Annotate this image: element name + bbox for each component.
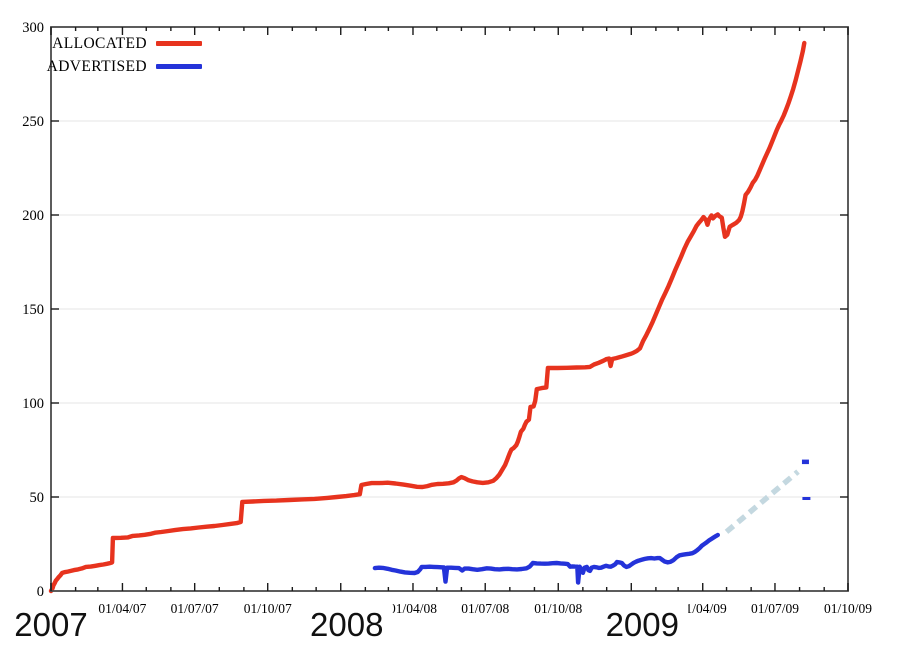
legend-item-allocated: ALLOCATED: [0, 32, 202, 55]
x-axis-label: 01/07/07: [171, 601, 219, 616]
y-axis-labels: 0 50 100 150 200 250 300: [22, 20, 44, 600]
series-lines: [48, 40, 807, 594]
allocated-line: [48, 40, 807, 594]
x-axis-labels: 01/04/07 01/07/07 01/10/07 01/04/08 01/07/08…: [98, 601, 872, 616]
legend-label-advertised: ADVERTISED: [46, 57, 147, 75]
x-axis-label: 01/10/09: [824, 601, 872, 616]
x-axis-label: 01/07/08: [461, 601, 509, 616]
axis-ticks: [50, 27, 849, 591]
y-axis-label: 100: [22, 396, 44, 412]
x-axis-label: 01/07/09: [751, 601, 799, 616]
year-label-backing: [300, 603, 393, 641]
x-axis-label: 01/04/07: [98, 601, 146, 616]
year-label-backing: [596, 603, 689, 641]
y-axis-label: 300: [22, 20, 44, 36]
gridlines: [51, 120, 848, 498]
advertised-end-mark: [801, 459, 809, 465]
x-axis-label: 01/10/07: [244, 601, 292, 616]
allocated-line-swatch: [156, 41, 202, 46]
advertised-line-swatch: [156, 64, 202, 69]
year-label-2008: 2008: [310, 606, 383, 643]
x-axis-label: 01/10/08: [534, 601, 582, 616]
y-axis-label: 50: [30, 490, 45, 506]
legend: ALLOCATED ADVERTISED: [0, 32, 202, 78]
advertised-projection-line: [724, 469, 800, 534]
year-label-2007: 2007: [14, 606, 87, 643]
y-axis-label: 250: [22, 114, 44, 130]
y-axis-label: 200: [22, 208, 44, 224]
legend-label-allocated: ALLOCATED: [52, 34, 147, 52]
x-axis-label: 01/04/08: [389, 601, 437, 616]
year-label-2009: 2009: [606, 606, 679, 643]
x-axis-label: 01/04/09: [679, 601, 727, 616]
y-axis-label: 150: [22, 302, 44, 318]
advertised-line: [372, 532, 720, 585]
year-labels: 2007 2008 2009: [5, 603, 689, 643]
advertised-end-mark: [802, 497, 811, 501]
year-label-backing: [5, 603, 97, 641]
y-axis-label: 0: [37, 584, 44, 600]
point-marks: [801, 459, 811, 501]
legend-item-advertised: ADVERTISED: [0, 55, 202, 78]
